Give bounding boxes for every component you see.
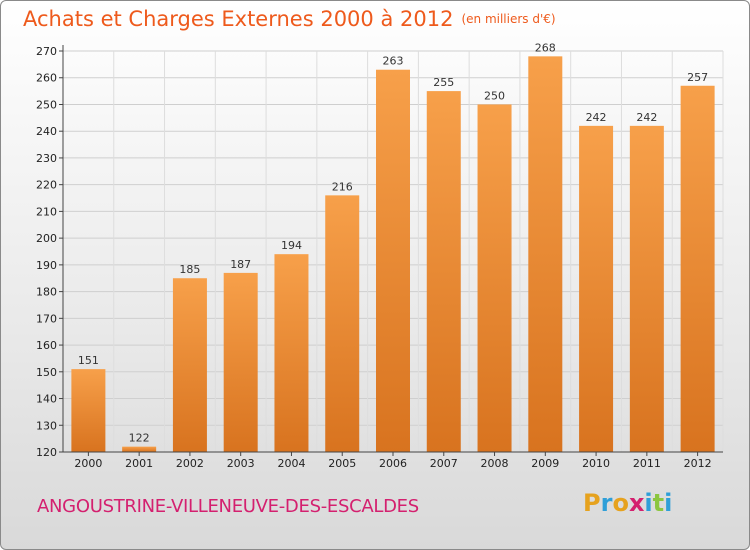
bar	[325, 195, 360, 453]
bar	[172, 278, 207, 452]
bar	[426, 91, 461, 452]
bar-value-label: 185	[179, 263, 200, 276]
y-tick-label: 120	[36, 446, 57, 459]
y-tick-label: 250	[36, 98, 57, 111]
x-tick-label: 2004	[277, 457, 305, 470]
x-tick-label: 2011	[633, 457, 661, 470]
x-tick-label: 2008	[481, 457, 509, 470]
logo-letter: i	[644, 489, 653, 517]
bar-value-label: 194	[281, 239, 302, 252]
axes: 120 130 140 150 160 170 180 190 200 210 220 230 240 2…	[36, 45, 723, 470]
y-tick-label: 270	[36, 45, 57, 58]
y-tick-label: 220	[36, 179, 57, 192]
logo-letter: t	[652, 489, 665, 517]
y-tick-label: 190	[36, 259, 57, 272]
y-tick-label: 240	[36, 125, 57, 138]
bar	[274, 254, 309, 452]
commune-name: ANGOUSTRINE-VILLENEUVE-DES-ESCALDES	[37, 496, 419, 517]
bar-value-label: 187	[230, 258, 251, 271]
x-tick-label: 2000	[74, 457, 102, 470]
bar	[71, 369, 106, 452]
y-tick-label: 200	[36, 232, 57, 245]
x-tick-label: 2010	[582, 457, 610, 470]
bar-value-label: 263	[383, 55, 404, 68]
x-tick-label: 2007	[430, 457, 458, 470]
logo-letter: r	[600, 489, 613, 517]
bar-value-label: 250	[484, 89, 505, 102]
bar	[376, 69, 410, 453]
x-tick-label: 2009	[531, 457, 559, 470]
proxiti-logo: Proxiti	[583, 489, 672, 517]
logo-letter: o	[612, 489, 629, 517]
y-tick-label: 260	[36, 72, 57, 85]
x-tick-label: 2005	[328, 457, 356, 470]
bar	[629, 125, 664, 452]
x-tick-label: 2003	[227, 457, 255, 470]
y-tick-label: 140	[36, 393, 57, 406]
y-tick-label: 160	[36, 339, 57, 352]
logo-letter: x	[628, 489, 645, 517]
bar-value-label: 268	[535, 41, 556, 54]
bar	[680, 85, 715, 453]
x-tick-label: 2001	[125, 457, 153, 470]
bar-value-label: 122	[129, 432, 150, 445]
bars: 151 122 185 187 194 216 263 255 250 268 242 242 257	[71, 41, 715, 453]
chart-unit: (en milliers d'€)	[461, 12, 556, 26]
logo-letter: P	[583, 489, 601, 517]
bar-value-label: 242	[636, 111, 657, 124]
y-tick-label: 210	[36, 205, 57, 218]
bar-value-label: 257	[687, 71, 708, 84]
bar	[528, 56, 563, 452]
y-tick-label: 170	[36, 312, 57, 325]
x-tick-label: 2006	[379, 457, 407, 470]
chart-title: Achats et Charges Externes 2000 à 2012 (e…	[23, 7, 556, 31]
bar-value-label: 216	[332, 180, 353, 193]
bar	[579, 125, 614, 452]
y-tick-label: 150	[36, 366, 57, 379]
y-tick-label: 130	[36, 419, 57, 432]
bar	[223, 272, 258, 452]
bar	[122, 446, 157, 452]
chart-title-text: Achats et Charges Externes 2000 à 2012	[23, 7, 454, 31]
bar	[477, 104, 512, 452]
bar-value-label: 255	[433, 76, 454, 89]
x-tick-label: 2012	[684, 457, 712, 470]
logo-letter: i	[664, 489, 673, 517]
bar-value-label: 151	[78, 354, 99, 367]
y-tick-label: 230	[36, 152, 57, 165]
bar-value-label: 242	[586, 111, 607, 124]
y-tick-label: 180	[36, 286, 57, 299]
x-tick-label: 2002	[176, 457, 204, 470]
